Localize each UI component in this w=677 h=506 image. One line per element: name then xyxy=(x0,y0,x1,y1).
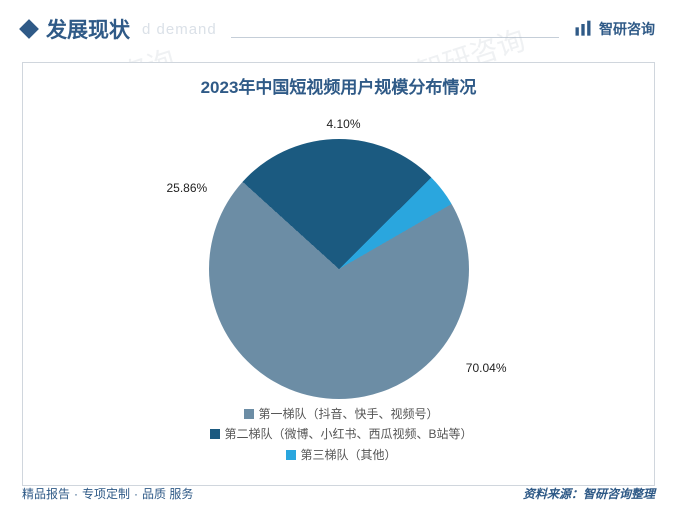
pie-chart: 70.04% 25.86% 4.10% xyxy=(209,139,469,399)
legend-item: 第二梯队（微博、小红书、西瓜视频、B站等） xyxy=(204,424,472,444)
header-rule xyxy=(231,36,559,38)
legend-label: 第二梯队（微博、小红书、西瓜视频、B站等） xyxy=(224,427,472,441)
header-subtitle: d demand xyxy=(142,21,217,38)
legend-swatch-icon xyxy=(286,450,296,460)
legend-label: 第一梯队（抖音、快手、视频号） xyxy=(258,407,438,421)
pie-body xyxy=(209,139,469,399)
chart-title: 2023年中国短视频用户规模分布情况 xyxy=(23,63,654,98)
legend-swatch-icon xyxy=(210,429,220,439)
legend-label: 第三梯队（其他） xyxy=(300,448,396,462)
slice-label-tier3: 4.10% xyxy=(327,117,361,131)
legend-item: 第三梯队（其他） xyxy=(280,445,396,465)
footer-left: 精品报告 · 专项定制 · 品质 服务 xyxy=(22,485,193,502)
footer-separator: · xyxy=(74,487,78,501)
chart-container: 2023年中国短视频用户规模分布情况 70.04% 25.86% 4.10% 第… xyxy=(22,62,655,486)
diamond-icon xyxy=(19,19,39,39)
page-footer: 精品报告 · 专项定制 · 品质 服务 资料来源：智研咨询整理 xyxy=(22,485,655,502)
footer-link[interactable]: 专项定制 xyxy=(82,485,130,502)
page-header: 发展现状 d demand 智研咨询 xyxy=(0,0,677,54)
header-title-block: 发展现状 d demand xyxy=(22,14,217,44)
header-title: 发展现状 xyxy=(46,14,130,44)
footer-separator: · xyxy=(134,487,138,501)
brand-block: 智研咨询 xyxy=(573,19,655,39)
brand-logo-icon xyxy=(573,19,593,39)
footer-source: 资料来源：智研咨询整理 xyxy=(523,485,655,502)
footer-link[interactable]: 精品报告 xyxy=(22,485,70,502)
brand-name: 智研咨询 xyxy=(599,19,655,39)
footer-link[interactable]: 品质 服务 xyxy=(142,485,193,502)
slice-label-tier1: 70.04% xyxy=(466,361,507,375)
legend-swatch-icon xyxy=(244,409,254,419)
legend-item: 第一梯队（抖音、快手、视频号） xyxy=(238,404,438,424)
chart-legend: 第一梯队（抖音、快手、视频号） 第二梯队（微博、小红书、西瓜视频、B站等） 第三梯队… xyxy=(23,404,654,465)
slice-label-tier2: 25.86% xyxy=(167,181,208,195)
